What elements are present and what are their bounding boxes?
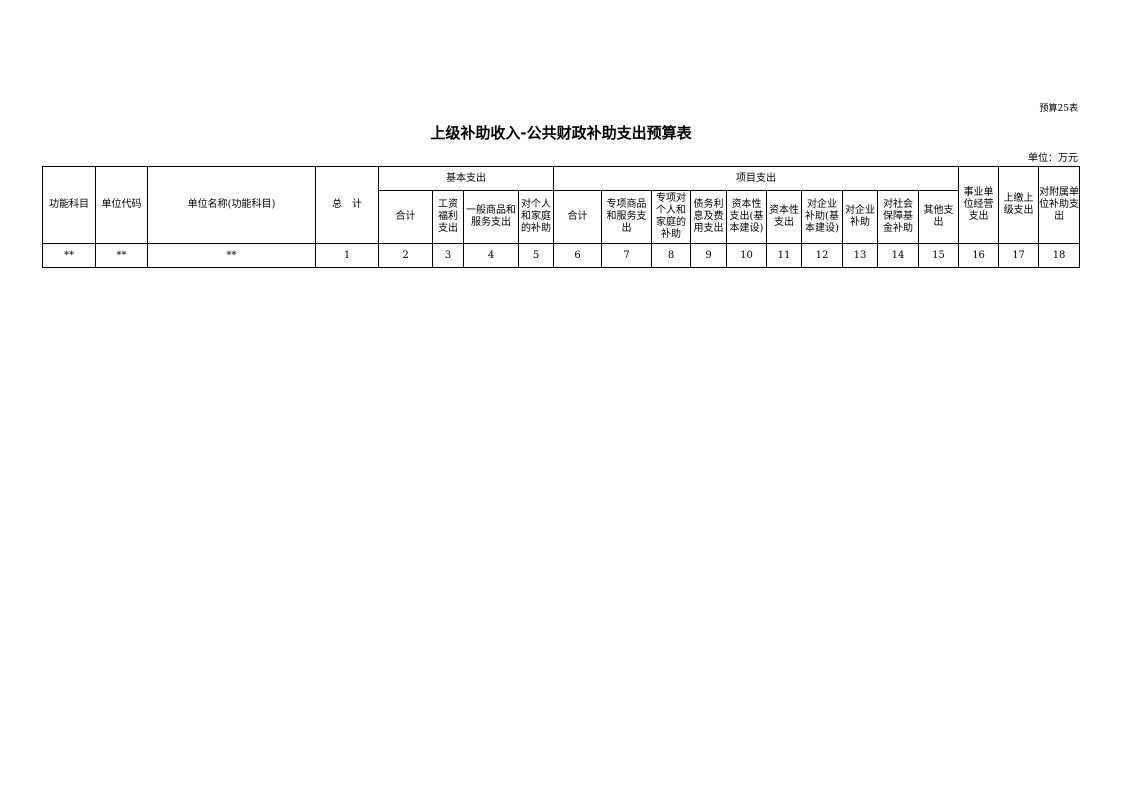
table-cell: 10 (726, 243, 767, 268)
header-name: 单位名称(功能科目) (147, 166, 316, 244)
table-cell: 3 (432, 243, 464, 268)
table-cell: 18 (1038, 243, 1081, 268)
header-project-sub: 对企业 补助(基 本建设) (801, 190, 843, 244)
budget-table: 功能科目 单位代码 单位名称(功能科目) 总 计 基本支出 项目支出 事业单 位… (42, 166, 1081, 268)
header-func: 功能科目 (42, 166, 96, 244)
table-cell: ** (95, 243, 148, 268)
header-project-sub: 专项商品 和服务支 出 (601, 190, 652, 244)
table-row: ** ** ** 1 2 3 4 5 6 7 8 9 10 11 12 13 14 15 16 17 18 (42, 243, 1081, 268)
page-title: 上级补助收入-公共财政补助支出预算表 (430, 124, 692, 142)
table-cell: 1 (315, 243, 379, 268)
header-project-sub: 对社会 保障基 金补助 (877, 190, 919, 244)
header-upper: 上缴上 级支出 (998, 166, 1040, 244)
header-project-sub: 对企业 补助 (842, 190, 878, 244)
header-basic: 基本支出 (378, 166, 554, 191)
header-total: 总 计 (315, 166, 379, 244)
table-cell: 11 (766, 243, 802, 268)
header-project-sub: 其他支 出 (917, 190, 960, 244)
table-cell: 5 (518, 243, 554, 268)
table-cell: 2 (378, 243, 433, 268)
header-project-sub: 资本性 支出 (766, 190, 802, 244)
header-subsid: 对附属单 位补助支 出 (1038, 166, 1081, 244)
header-biz: 事业单 位经营 支出 (958, 166, 1000, 244)
table-cell: 8 (651, 243, 691, 268)
header-code: 单位代码 (95, 166, 148, 244)
header-project-sub: 专项对 个人和 家庭的 补助 (651, 190, 691, 244)
table-cell: 4 (463, 243, 519, 268)
table-cell: 14 (877, 243, 919, 268)
header-project-sub: 资本性 支出(基 本建设) (726, 190, 767, 244)
table-cell: ** (42, 243, 96, 268)
table-cell: 15 (917, 243, 960, 268)
header-project-sub: 合计 (553, 190, 602, 244)
table-cell: 9 (690, 243, 727, 268)
header-basic-sub: 对个人 和家庭 的补助 (518, 190, 554, 244)
table-cell: ** (147, 243, 316, 268)
header-basic-sub: 一般商品和 服务支出 (463, 190, 519, 244)
form-code: 预算25表 (1039, 104, 1078, 114)
unit-label: 单位：万元 (1028, 153, 1078, 164)
header-project-sub: 债务利 息及费 用支出 (690, 190, 727, 244)
header-basic-sub: 工资 福利 支出 (432, 190, 464, 244)
header-project: 项目支出 (552, 166, 960, 191)
table-cell: 16 (958, 243, 1000, 268)
table-cell: 17 (998, 243, 1040, 268)
table-cell: 7 (601, 243, 652, 268)
header-basic-sub: 合计 (378, 190, 433, 244)
table-cell: 12 (801, 243, 843, 268)
table-cell: 13 (842, 243, 878, 268)
table-cell: 6 (553, 243, 602, 268)
